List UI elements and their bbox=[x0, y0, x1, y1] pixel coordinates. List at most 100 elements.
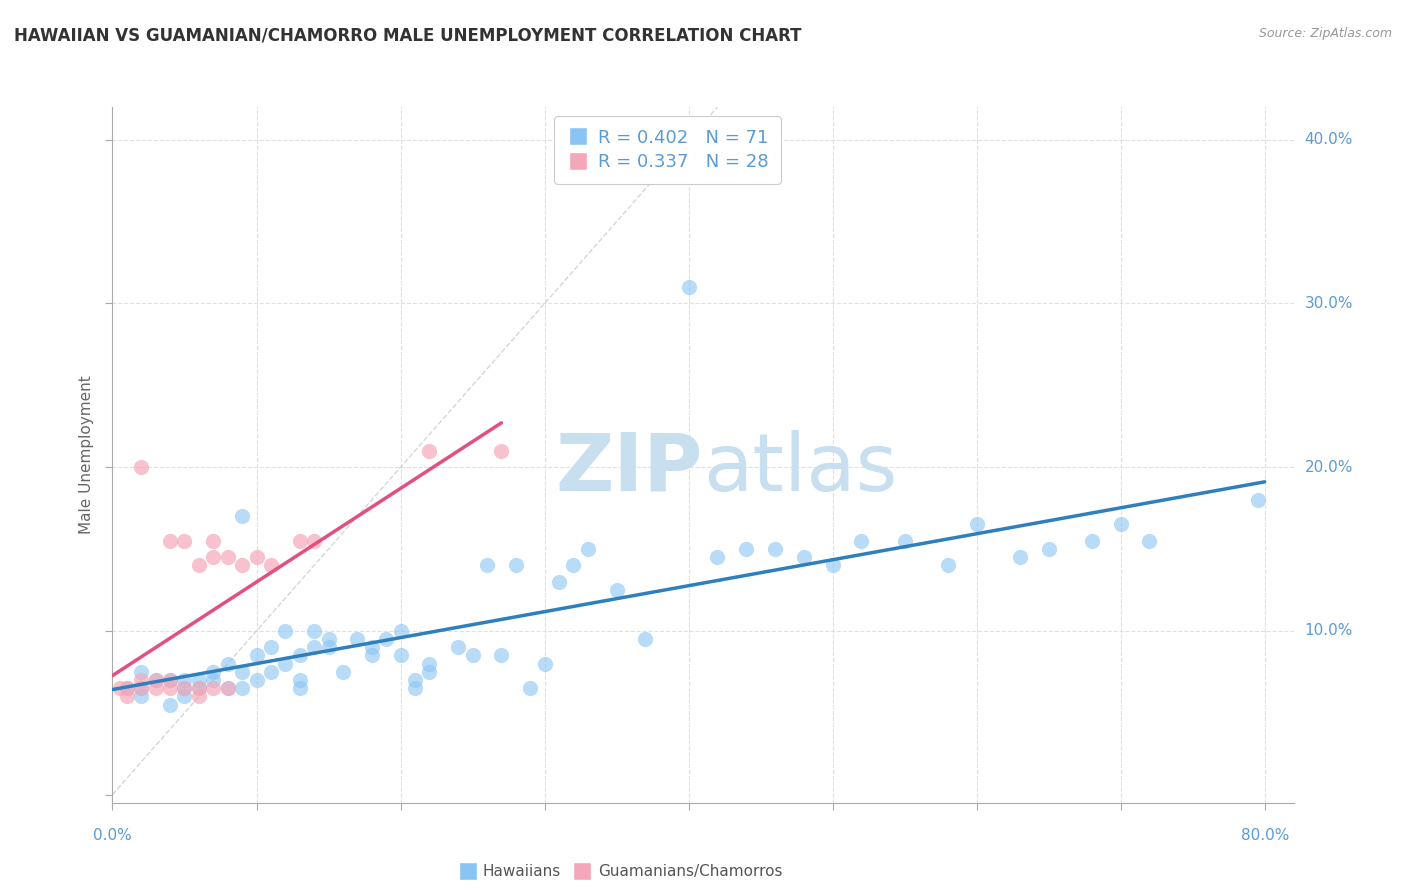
Text: ZIP: ZIP bbox=[555, 430, 703, 508]
Point bbox=[129, 690, 152, 704]
Point bbox=[288, 681, 311, 696]
Point bbox=[217, 550, 239, 565]
Point bbox=[606, 582, 628, 597]
Point bbox=[115, 681, 138, 696]
Point bbox=[332, 665, 354, 679]
Point bbox=[418, 665, 440, 679]
Point bbox=[763, 542, 786, 557]
Point bbox=[159, 681, 181, 696]
Point bbox=[145, 673, 167, 687]
Point bbox=[217, 681, 239, 696]
Point bbox=[115, 681, 138, 696]
Point bbox=[260, 640, 283, 655]
Text: 30.0%: 30.0% bbox=[1305, 296, 1353, 311]
Point bbox=[274, 624, 297, 638]
Point bbox=[706, 550, 728, 565]
Point bbox=[173, 681, 195, 696]
Point bbox=[159, 533, 181, 548]
Point bbox=[159, 698, 181, 712]
Point bbox=[129, 673, 152, 687]
Point bbox=[231, 558, 253, 573]
Point bbox=[1008, 550, 1031, 565]
Point bbox=[404, 673, 426, 687]
Point bbox=[519, 681, 541, 696]
Point bbox=[245, 673, 267, 687]
Point bbox=[447, 640, 470, 655]
Point bbox=[576, 542, 599, 557]
Point bbox=[187, 681, 209, 696]
Text: Source: ZipAtlas.com: Source: ZipAtlas.com bbox=[1258, 27, 1392, 40]
Point bbox=[360, 640, 382, 655]
Point bbox=[245, 648, 267, 663]
Point bbox=[202, 681, 225, 696]
Point bbox=[129, 681, 152, 696]
Point bbox=[173, 533, 195, 548]
Point bbox=[245, 550, 267, 565]
Point bbox=[159, 673, 181, 687]
Point bbox=[360, 648, 382, 663]
Point bbox=[159, 673, 181, 687]
Text: 20.0%: 20.0% bbox=[1305, 459, 1353, 475]
Point bbox=[187, 690, 209, 704]
Point bbox=[793, 550, 815, 565]
Point bbox=[318, 640, 340, 655]
Point bbox=[288, 648, 311, 663]
Point bbox=[1038, 542, 1060, 557]
Y-axis label: Male Unemployment: Male Unemployment bbox=[79, 376, 94, 534]
Point bbox=[202, 550, 225, 565]
Point bbox=[231, 509, 253, 524]
Point bbox=[389, 648, 412, 663]
Point bbox=[173, 690, 195, 704]
Point bbox=[893, 533, 915, 548]
Point bbox=[418, 443, 440, 458]
Point bbox=[1081, 533, 1104, 548]
Point bbox=[505, 558, 527, 573]
Point bbox=[735, 542, 758, 557]
Point bbox=[288, 533, 311, 548]
Legend: Hawaiians, Guamanians/Chamorros: Hawaiians, Guamanians/Chamorros bbox=[453, 858, 789, 886]
Point bbox=[145, 681, 167, 696]
Point bbox=[187, 558, 209, 573]
Point bbox=[260, 558, 283, 573]
Text: 40.0%: 40.0% bbox=[1305, 132, 1353, 147]
Point bbox=[187, 681, 209, 696]
Point bbox=[302, 624, 325, 638]
Point bbox=[491, 648, 513, 663]
Point bbox=[475, 558, 498, 573]
Point bbox=[173, 681, 195, 696]
Text: 10.0%: 10.0% bbox=[1305, 624, 1353, 639]
Point bbox=[404, 681, 426, 696]
Point bbox=[375, 632, 398, 646]
Point bbox=[678, 280, 700, 294]
Point bbox=[491, 443, 513, 458]
Point bbox=[302, 640, 325, 655]
Text: atlas: atlas bbox=[703, 430, 897, 508]
Point bbox=[1246, 492, 1268, 507]
Point bbox=[129, 681, 152, 696]
Point bbox=[231, 665, 253, 679]
Point bbox=[202, 665, 225, 679]
Point bbox=[302, 533, 325, 548]
Point bbox=[634, 632, 657, 646]
Point bbox=[851, 533, 873, 548]
Point bbox=[288, 673, 311, 687]
Point bbox=[274, 657, 297, 671]
Point bbox=[260, 665, 283, 679]
Point bbox=[548, 574, 571, 589]
Point bbox=[217, 681, 239, 696]
Point bbox=[966, 517, 988, 532]
Point bbox=[533, 657, 555, 671]
Point bbox=[562, 558, 585, 573]
Point bbox=[936, 558, 959, 573]
Point bbox=[202, 673, 225, 687]
Point bbox=[461, 648, 484, 663]
Point bbox=[1109, 517, 1132, 532]
Point bbox=[108, 681, 131, 696]
Point bbox=[173, 673, 195, 687]
Point bbox=[418, 657, 440, 671]
Text: HAWAIIAN VS GUAMANIAN/CHAMORRO MALE UNEMPLOYMENT CORRELATION CHART: HAWAIIAN VS GUAMANIAN/CHAMORRO MALE UNEM… bbox=[14, 27, 801, 45]
Point bbox=[318, 632, 340, 646]
Point bbox=[231, 681, 253, 696]
Point bbox=[389, 624, 412, 638]
Point bbox=[1139, 533, 1161, 548]
